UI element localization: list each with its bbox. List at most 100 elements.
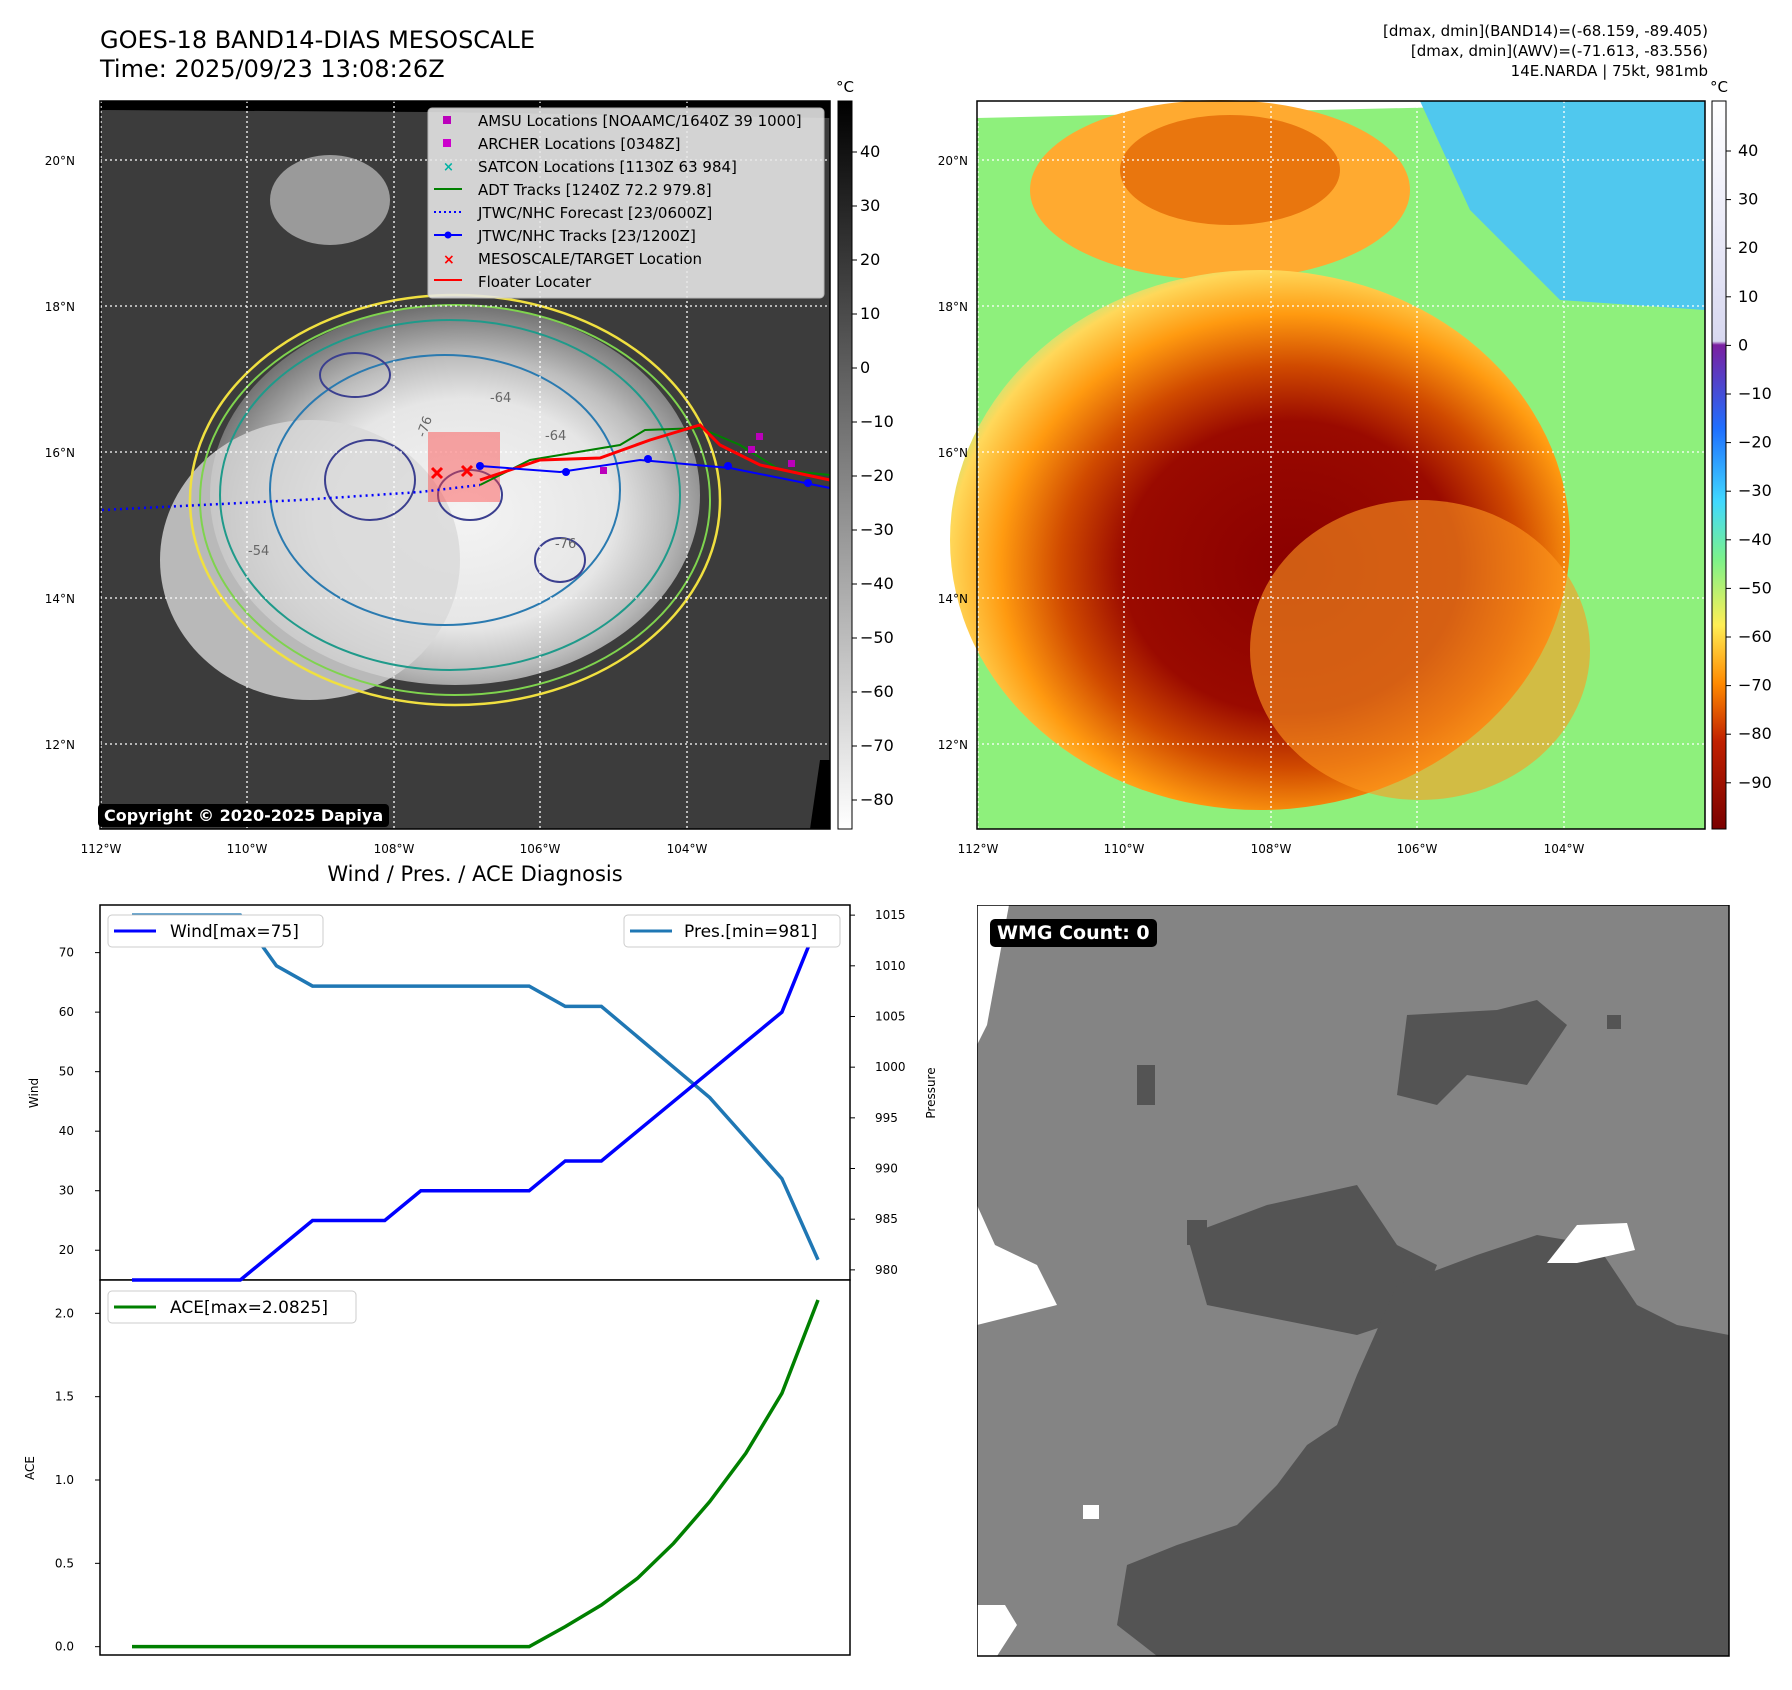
color-map-gridlines bbox=[977, 101, 1705, 829]
contour-label-5: -54 bbox=[248, 544, 269, 559]
wmg-panel bbox=[977, 905, 1730, 1657]
svg-text:106°W: 106°W bbox=[1397, 842, 1438, 856]
wind-legend-label: Wind[max=75] bbox=[170, 922, 299, 942]
legend-label-satcon: SATCON Locations [1130Z 63 984] bbox=[478, 158, 737, 176]
info-line-3: 14E.NARDA | 75kt, 981mb bbox=[1510, 62, 1708, 80]
pressure-ytick-label: 985 bbox=[875, 1212, 898, 1226]
ace-legend: ACE[max=2.0825] bbox=[107, 1290, 357, 1324]
gray-colorbar-tick-label: −10 bbox=[860, 412, 894, 431]
pressure-legend-label: Pres.[min=981] bbox=[684, 922, 817, 942]
info-line-1: [dmax, dmin](BAND14)=(-68.159, -89.405) bbox=[1383, 22, 1708, 40]
color-colorbar-unit: °C bbox=[1710, 78, 1728, 96]
svg-text:104°W: 104°W bbox=[1544, 842, 1585, 856]
wmg-dark-regions bbox=[1117, 1000, 1729, 1656]
svg-text:18°N: 18°N bbox=[938, 300, 968, 314]
wind-ytick-label: 40 bbox=[59, 1124, 74, 1138]
title-line-2: Time: 2025/09/23 13:08:26Z bbox=[100, 55, 445, 83]
contour-label-1: -64 bbox=[490, 391, 511, 406]
svg-text:112°W: 112°W bbox=[81, 842, 122, 856]
color-map-clear-air bbox=[1420, 101, 1705, 310]
floater-track bbox=[479, 423, 831, 482]
color-colorbar-tick-label: −60 bbox=[1738, 627, 1772, 646]
legend-label-jtwc: JTWC/NHC Tracks [23/1200Z] bbox=[477, 227, 696, 245]
color-colorbar-ticks: 40 30 20 10 0 −10 −20 −30 −40 −50 −60 −70 −80 −90 bbox=[1726, 141, 1772, 792]
wmg-count-badge: WMG Count: 0 bbox=[990, 919, 1157, 947]
legend-label-adt: ADT Tracks [1240Z 72.2 979.8] bbox=[478, 181, 712, 199]
contour-label-3: -64 bbox=[545, 429, 566, 444]
ace-legend-label: ACE[max=2.0825] bbox=[170, 1298, 328, 1318]
gray-colorbar-tick-label: −30 bbox=[860, 520, 894, 539]
gray-colorbar-tick-label: 0 bbox=[860, 358, 870, 377]
color-colorbar-tick-label: −10 bbox=[1738, 384, 1772, 403]
wind-ytick-label: 30 bbox=[59, 1184, 74, 1198]
wmg-frame bbox=[977, 905, 1730, 1657]
color-map-lat-labels: 20°N 18°N 16°N 14°N 12°N bbox=[938, 154, 968, 752]
svg-text:108°W: 108°W bbox=[1251, 842, 1292, 856]
svg-text:110°W: 110°W bbox=[1104, 842, 1145, 856]
color-colorbar-tick-label: 20 bbox=[1738, 238, 1758, 257]
cloud-cell-north bbox=[270, 155, 390, 245]
svg-text:12°N: 12°N bbox=[938, 738, 968, 752]
gray-map-lon-labels: 112°W 110°W 108°W 106°W 104°W bbox=[81, 842, 708, 856]
diagnosis-charts: Wind Pressure ACE 20 30 40 50 60 70 980 985 990 9… bbox=[23, 904, 938, 1656]
contour-cold-west bbox=[324, 439, 416, 521]
color-colorbar-tick-label: 10 bbox=[1738, 287, 1758, 306]
ace-ytick-label: 0.5 bbox=[55, 1556, 74, 1570]
color-colorbar-tick-label: −20 bbox=[1738, 433, 1772, 452]
legend-target-marker: × bbox=[443, 252, 455, 268]
color-colorbar-tick-label: 0 bbox=[1738, 335, 1748, 354]
legend-satcon-marker: × bbox=[443, 160, 454, 175]
color-colorbar-tick-label: −40 bbox=[1738, 530, 1772, 549]
legend-label-target: MESOSCALE/TARGET Location bbox=[478, 250, 702, 268]
amsu-markers bbox=[600, 433, 795, 474]
pressure-ytick-label: 1000 bbox=[875, 1060, 906, 1074]
wmg-white-regions bbox=[977, 1205, 1635, 1656]
color-colorbar bbox=[1711, 100, 1727, 830]
gray-colorbar-tick-label: 30 bbox=[860, 196, 880, 215]
svg-text:12°N: 12°N bbox=[45, 738, 75, 752]
color-map-south-band bbox=[1250, 500, 1590, 800]
gray-map-nodata-corner bbox=[810, 760, 830, 829]
gray-colorbar-tick-label: 10 bbox=[860, 304, 880, 323]
pressure-ytick-label: 995 bbox=[875, 1111, 898, 1125]
legend-label-forecast: JTWC/NHC Forecast [23/0600Z] bbox=[477, 204, 712, 222]
pressure-legend: Pres.[min=981] bbox=[623, 914, 841, 948]
contour-blue bbox=[269, 354, 621, 626]
ir-gray-map-panel: -64 -76 -64 -76 -54 × bbox=[45, 78, 1772, 856]
gray-colorbar-tick-label: −60 bbox=[860, 682, 894, 701]
wind-ytick-label: 60 bbox=[59, 1005, 74, 1019]
pressure-ytick-label: 1015 bbox=[875, 908, 906, 922]
target-markers bbox=[430, 464, 474, 480]
gray-colorbar-tick-label: −40 bbox=[860, 574, 894, 593]
color-map-frame bbox=[976, 100, 1706, 830]
map-legend: × × AMSU Locations [NOAAMC/1640Z 39 1000… bbox=[427, 107, 825, 299]
adt-track bbox=[479, 426, 831, 486]
color-colorbar-tick-label: −90 bbox=[1738, 773, 1772, 792]
svg-text:104°W: 104°W bbox=[667, 842, 708, 856]
gray-colorbar-tick-label: −80 bbox=[860, 790, 894, 809]
svg-text:16°N: 16°N bbox=[938, 446, 968, 460]
contour-green bbox=[199, 304, 711, 696]
contour-label-4: -76 bbox=[555, 537, 576, 552]
ace-line bbox=[132, 1299, 820, 1649]
svg-text:14°N: 14°N bbox=[938, 592, 968, 606]
wind-axis-label: Wind bbox=[27, 1078, 41, 1108]
gray-colorbar-tick-label: −50 bbox=[860, 628, 894, 647]
gray-colorbar-tick-label: −70 bbox=[860, 736, 894, 755]
svg-text:20°N: 20°N bbox=[938, 154, 968, 168]
diagnosis-title: Wind / Pres. / ACE Diagnosis bbox=[327, 862, 623, 886]
ace-ytick-label: 1.5 bbox=[55, 1390, 74, 1404]
svg-text:16°N: 16°N bbox=[45, 446, 75, 460]
svg-text:110°W: 110°W bbox=[227, 842, 268, 856]
contour-cold-north bbox=[319, 352, 391, 398]
jtwc-track bbox=[479, 458, 831, 489]
legend-label-amsu: AMSU Locations [NOAAMC/1640Z 39 1000] bbox=[478, 112, 802, 130]
cloud-band-west bbox=[160, 420, 460, 700]
legend-jtwc-dot bbox=[444, 231, 452, 239]
contour-cold-east bbox=[534, 537, 586, 583]
pressure-ytick-label: 980 bbox=[875, 1263, 898, 1277]
pressure-ytick-label: 1005 bbox=[875, 1009, 906, 1023]
wind-line bbox=[132, 922, 820, 1282]
ace-axis-label: ACE bbox=[23, 1456, 37, 1480]
gray-colorbar-unit: °C bbox=[836, 78, 854, 96]
